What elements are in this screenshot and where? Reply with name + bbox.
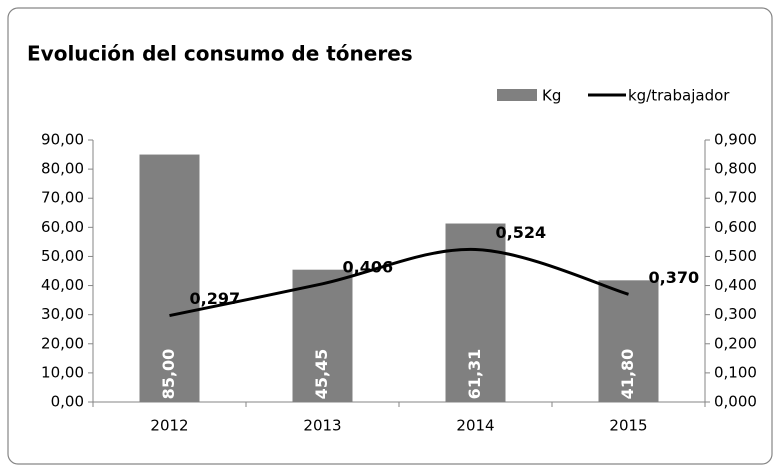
bar-value-label: 61,31 (465, 349, 484, 400)
chart-title: Evolución del consumo de tóneres (27, 42, 413, 66)
y2-tick-label: 0,200 (714, 334, 757, 352)
y-tick-label: 40,00 (41, 276, 84, 294)
bar-value-label: 45,45 (312, 349, 331, 400)
y2-tick-label: 0,500 (714, 247, 757, 265)
x-tick-label: 2012 (150, 417, 188, 435)
line-value-label: 0,370 (649, 268, 700, 287)
y-tick-label: 70,00 (41, 189, 84, 207)
y-tick-label: 50,00 (41, 247, 84, 265)
y2-tick-label: 0,800 (714, 160, 757, 178)
line (169, 247, 629, 318)
x-tick-label: 2015 (609, 417, 647, 435)
bar-value-label: 41,80 (618, 349, 637, 400)
y2-tick-label: 0,300 (714, 305, 757, 323)
y2-tick-label: 0,400 (714, 276, 757, 294)
y2-tick-label: 0,100 (714, 363, 757, 381)
y-tick-label: 20,00 (41, 334, 84, 352)
y-tick-label: 60,00 (41, 218, 84, 236)
y2-tick-label: 0,700 (714, 189, 757, 207)
line-value-label: 0,524 (496, 223, 547, 242)
line-value-label: 0,297 (190, 289, 241, 308)
bar (598, 280, 659, 402)
y2-tick-label: 0,900 (714, 131, 757, 149)
line-value-label: 0,406 (343, 257, 394, 276)
y-tick-label: 90,00 (41, 131, 84, 149)
bar (139, 154, 200, 402)
legend-label: kg/trabajador (628, 87, 730, 105)
y-tick-label: 80,00 (41, 160, 84, 178)
bar-value-label: 85,00 (159, 349, 178, 400)
y2-tick-label: 0,000 (714, 393, 757, 411)
y-tick-label: 10,00 (41, 363, 84, 381)
legend-swatch (497, 89, 537, 101)
bar (445, 223, 506, 402)
bar (292, 269, 353, 402)
legend-label: Kg (542, 87, 561, 105)
x-tick-label: 2013 (303, 417, 341, 435)
y-tick-label: 30,00 (41, 305, 84, 323)
y2-tick-label: 0,600 (714, 218, 757, 236)
x-tick-label: 2014 (456, 417, 494, 435)
y-tick-label: 0,00 (51, 393, 84, 411)
